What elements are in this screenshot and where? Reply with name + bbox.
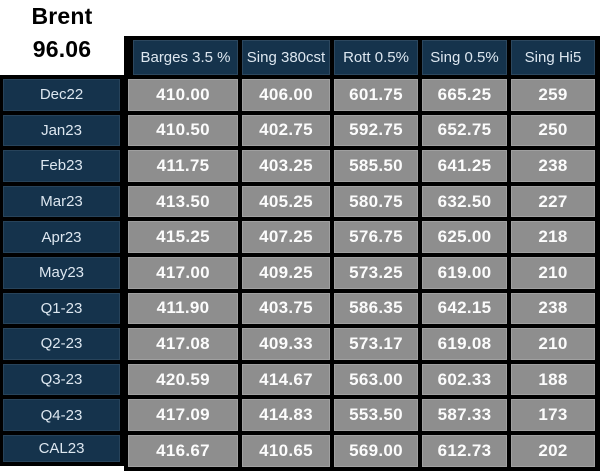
data-cell-may23-rott-0-5: 573.25	[330, 252, 418, 289]
data-cell-apr23-rott-0-5: 576.75	[330, 217, 418, 253]
data-cell-cal23-barges-3-5: 416.67	[124, 430, 238, 471]
row-label-q2-23: Q2-23	[0, 324, 124, 360]
data-cell-may23-sing-0-5: 619.00	[418, 252, 507, 289]
data-cell-apr23-sing-0-5: 625.00	[418, 217, 507, 253]
data-cell-cal23-rott-0-5: 569.00	[330, 430, 418, 471]
data-cell-jan23-rott-0-5: 592.75	[330, 110, 418, 147]
data-cell-q4-23-rott-0-5: 553.50	[330, 395, 418, 431]
data-cell-dec22-sing-hi5: 259	[507, 75, 600, 111]
data-cell-q3-23-barges-3-5: 420.59	[124, 359, 238, 396]
data-cell-may23-sing-380cst: 409.25	[238, 252, 330, 289]
brand-title: Brent	[31, 3, 93, 29]
data-cell-q4-23-sing-380cst: 414.83	[238, 395, 330, 431]
data-cell-feb23-sing-0-5: 641.25	[418, 146, 507, 182]
row-label-apr23: Apr23	[0, 217, 124, 253]
data-cell-mar23-sing-0-5: 632.50	[418, 181, 507, 218]
data-cell-mar23-sing-380cst: 405.25	[238, 181, 330, 218]
data-cell-q2-23-sing-0-5: 619.08	[418, 324, 507, 360]
brand-block: Brent 96.06	[0, 0, 124, 75]
data-cell-q2-23-barges-3-5: 417.08	[124, 324, 238, 360]
data-cell-feb23-sing-hi5: 238	[507, 146, 600, 182]
data-cell-q4-23-sing-0-5: 587.33	[418, 395, 507, 431]
row-label-feb23: Feb23	[0, 146, 124, 182]
data-cell-feb23-barges-3-5: 411.75	[124, 146, 238, 182]
data-cell-q1-23-sing-380cst: 403.75	[238, 288, 330, 325]
data-cell-feb23-sing-380cst: 403.25	[238, 146, 330, 182]
data-cell-cal23-sing-0-5: 612.73	[418, 430, 507, 471]
row-label-q1-23: Q1-23	[0, 288, 124, 325]
data-cell-dec22-barges-3-5: 410.00	[124, 75, 238, 111]
row-label-jan23: Jan23	[0, 110, 124, 147]
row-label-may23: May23	[0, 252, 124, 289]
data-cell-apr23-sing-hi5: 218	[507, 217, 600, 253]
data-cell-q4-23-sing-hi5: 173	[507, 395, 600, 431]
data-cell-q3-23-sing-380cst: 414.67	[238, 359, 330, 396]
data-cell-q1-23-sing-0-5: 642.15	[418, 288, 507, 325]
data-cell-q2-23-sing-hi5: 210	[507, 324, 600, 360]
row-label-mar23: Mar23	[0, 181, 124, 218]
data-cell-apr23-sing-380cst: 407.25	[238, 217, 330, 253]
data-cell-jan23-sing-hi5: 250	[507, 110, 600, 147]
data-cell-q1-23-sing-hi5: 238	[507, 288, 600, 325]
data-cell-mar23-barges-3-5: 413.50	[124, 181, 238, 218]
data-cell-may23-barges-3-5: 417.00	[124, 252, 238, 289]
data-cell-dec22-sing-380cst: 406.00	[238, 75, 330, 111]
data-cell-jan23-sing-0-5: 652.75	[418, 110, 507, 147]
data-cell-cal23-sing-hi5: 202	[507, 430, 600, 471]
brand-price: 96.06	[32, 36, 92, 63]
data-cell-dec22-sing-0-5: 665.25	[418, 75, 507, 111]
column-header-rott-0-5: Rott 0.5%	[330, 36, 418, 75]
data-cell-q3-23-rott-0-5: 563.00	[330, 359, 418, 396]
row-label-q3-23: Q3-23	[0, 359, 124, 396]
data-cell-q4-23-barges-3-5: 417.09	[124, 395, 238, 431]
data-cell-q3-23-sing-0-5: 602.33	[418, 359, 507, 396]
data-cell-q2-23-sing-380cst: 409.33	[238, 324, 330, 360]
row-label-q4-23: Q4-23	[0, 395, 124, 431]
row-label-dec22: Dec22	[0, 75, 124, 111]
table-corner-spacer	[0, 36, 124, 75]
price-table: Barges 3.5 % Sing 380cst Rott 0.5% Sing 0.5…	[0, 36, 600, 471]
data-cell-jan23-sing-380cst: 402.75	[238, 110, 330, 147]
data-cell-jan23-barges-3-5: 410.50	[124, 110, 238, 147]
column-header-sing-380cst: Sing 380cst	[238, 36, 330, 75]
column-header-sing-0-5: Sing 0.5%	[418, 36, 507, 75]
column-header-barges-3-5: Barges 3.5 %	[124, 36, 238, 75]
data-cell-feb23-rott-0-5: 585.50	[330, 146, 418, 182]
data-cell-cal23-sing-380cst: 410.65	[238, 430, 330, 471]
column-header-sing-hi5: Sing Hi5	[507, 36, 600, 75]
data-cell-q1-23-rott-0-5: 586.35	[330, 288, 418, 325]
data-cell-q1-23-barges-3-5: 411.90	[124, 288, 238, 325]
data-cell-apr23-barges-3-5: 415.25	[124, 217, 238, 253]
data-cell-mar23-sing-hi5: 227	[507, 181, 600, 218]
data-cell-q2-23-rott-0-5: 573.17	[330, 324, 418, 360]
row-label-cal23: CAL23	[0, 430, 124, 466]
data-cell-may23-sing-hi5: 210	[507, 252, 600, 289]
data-cell-mar23-rott-0-5: 580.75	[330, 181, 418, 218]
data-cell-dec22-rott-0-5: 601.75	[330, 75, 418, 111]
data-cell-q3-23-sing-hi5: 188	[507, 359, 600, 396]
